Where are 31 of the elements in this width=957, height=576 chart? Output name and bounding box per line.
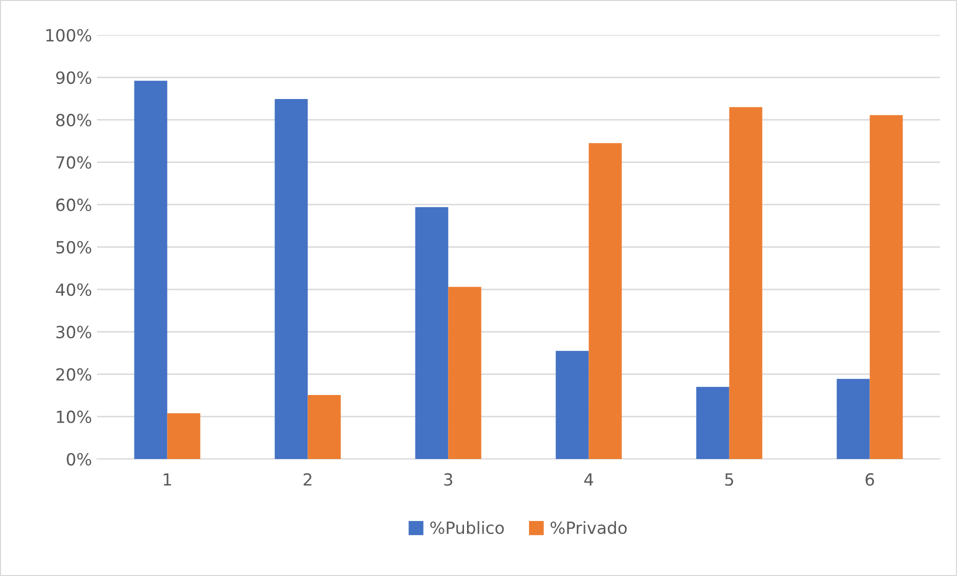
bar (274, 99, 308, 459)
y-tick-label: 90% (56, 71, 92, 84)
x-tick-label: 5 (725, 473, 734, 486)
bar (588, 143, 622, 459)
y-tick-label: 30% (56, 326, 92, 338)
bar (415, 207, 448, 459)
bar (308, 394, 341, 459)
x-tick-label: 2 (304, 473, 312, 486)
y-tick-label: 80% (56, 114, 92, 126)
y-tick-label: 60% (56, 198, 92, 212)
y-tick-label: 0% (66, 452, 92, 466)
y-tick-label: 70% (56, 156, 92, 169)
legend-label: %Privado (550, 521, 627, 534)
y-tick-label: 40% (56, 283, 92, 296)
bar (870, 115, 903, 459)
y-tick-label: 50% (56, 240, 92, 254)
bar (696, 386, 730, 459)
x-tick-label: 3 (444, 473, 452, 486)
y-tick-label: 100% (46, 28, 92, 42)
bar (556, 350, 589, 459)
bar (448, 286, 482, 459)
x-tick-label: 6 (866, 473, 874, 486)
y-tick-label: 10% (56, 410, 92, 424)
bar (134, 80, 168, 459)
bar (167, 413, 200, 459)
bar (836, 378, 870, 459)
x-tick-label: 4 (584, 473, 594, 486)
x-tick-label: 1 (164, 473, 172, 486)
bar (729, 107, 762, 459)
legend-label: %Publico (430, 521, 504, 534)
y-tick-label: 20% (56, 368, 92, 381)
